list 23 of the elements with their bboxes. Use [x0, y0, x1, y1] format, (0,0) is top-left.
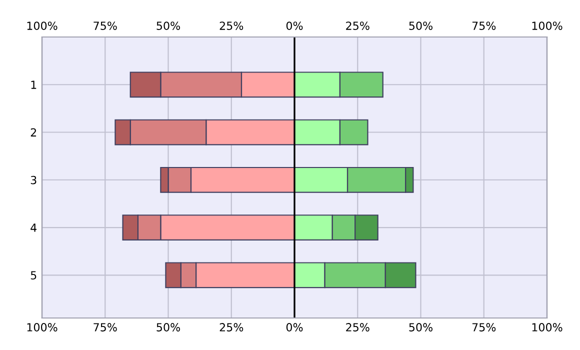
x2-tick-label: 25% [346, 22, 370, 30]
y-tick-label: 3 [30, 176, 36, 184]
x-tick-label: 100% [532, 323, 562, 332]
x-tick-label: 75% [472, 323, 496, 332]
x2-tick-label: 25% [220, 22, 244, 30]
x2-tick-label: 75% [472, 22, 496, 30]
x2-tick-label: 50% [409, 22, 432, 30]
y-tick-label: 1 [31, 80, 36, 89]
x-tick-label: 25% [346, 323, 370, 332]
x-tick-label: 100% [27, 323, 58, 332]
x-tick-label: 25% [220, 323, 244, 332]
y-tick-label: 5 [30, 271, 36, 280]
x-tick-label: 50% [156, 323, 180, 332]
x2-tick-label: 100% [27, 22, 58, 30]
x-tick-label: 50% [409, 323, 432, 332]
x-tick-label: 75% [94, 323, 117, 332]
y-tick-label: 4 [30, 224, 37, 232]
x2-tick-label: 75% [94, 22, 117, 30]
x2-tick-label: 0% [286, 22, 303, 30]
x2-tick-label: 50% [156, 22, 180, 30]
x2-tick-label: 100% [532, 22, 562, 30]
y-tick-label: 2 [30, 128, 36, 136]
x-tick-label: 0% [286, 323, 303, 332]
